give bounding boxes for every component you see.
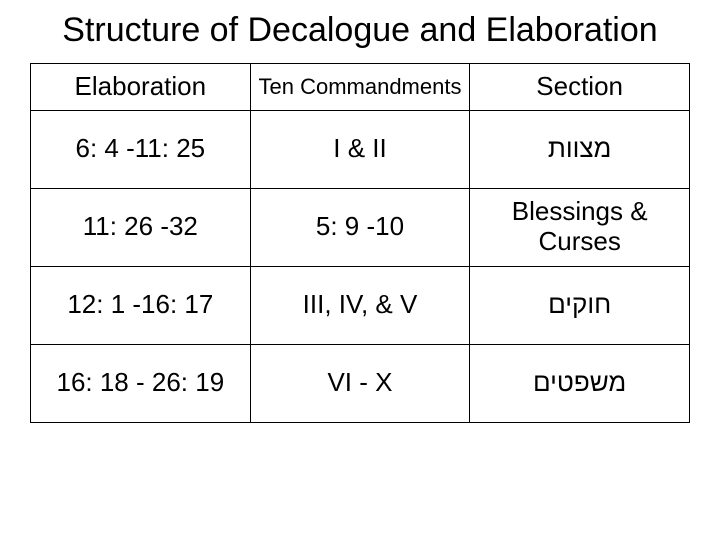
cell-section: Blessings & Curses xyxy=(470,188,690,266)
cell-commandments: VI - X xyxy=(250,344,470,422)
decalogue-table: Elaboration Ten Commandments Section 6: … xyxy=(30,63,690,423)
cell-section: חוקים xyxy=(470,266,690,344)
cell-commandments: 5: 9 -10 xyxy=(250,188,470,266)
cell-commandments: III, IV, & V xyxy=(250,266,470,344)
cell-elaboration: 11: 26 -32 xyxy=(31,188,251,266)
cell-elaboration: 16: 18 - 26: 19 xyxy=(31,344,251,422)
table-row: 6: 4 -11: 25 I & II מצוות xyxy=(31,110,690,188)
cell-commandments: I & II xyxy=(250,110,470,188)
table-header-row: Elaboration Ten Commandments Section xyxy=(31,63,690,110)
cell-section: משפטים xyxy=(470,344,690,422)
cell-elaboration: 12: 1 -16: 17 xyxy=(31,266,251,344)
table-row: 11: 26 -32 5: 9 -10 Blessings & Curses xyxy=(31,188,690,266)
page-title: Structure of Decalogue and Elaboration xyxy=(30,10,690,51)
table-row: 16: 18 - 26: 19 VI - X משפטים xyxy=(31,344,690,422)
cell-section: מצוות xyxy=(470,110,690,188)
col-header-elaboration: Elaboration xyxy=(31,63,251,110)
cell-elaboration: 6: 4 -11: 25 xyxy=(31,110,251,188)
col-header-commandments: Ten Commandments xyxy=(250,63,470,110)
col-header-section: Section xyxy=(470,63,690,110)
table-row: 12: 1 -16: 17 III, IV, & V חוקים xyxy=(31,266,690,344)
